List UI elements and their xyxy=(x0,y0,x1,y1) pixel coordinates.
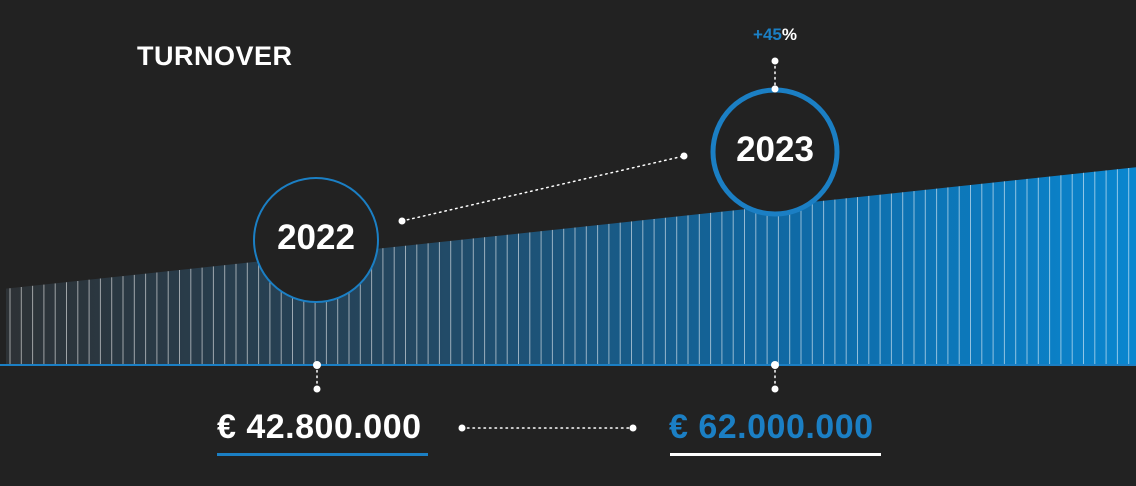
value-underline-2023 xyxy=(670,453,881,456)
marker-dot-2023-top xyxy=(771,361,779,369)
year-circle-2022 xyxy=(253,177,379,303)
marker-dot-2022-top xyxy=(313,361,321,369)
year-label-2022: 2022 xyxy=(277,218,355,257)
amount-dot-right xyxy=(629,424,637,432)
value-label-2022: € 42.800.000 xyxy=(217,408,422,446)
growth-unit: % xyxy=(781,25,797,44)
percent-dot-top xyxy=(771,57,779,65)
chart-title: TURNOVER xyxy=(137,41,293,71)
growth-connector xyxy=(401,155,685,222)
turnover-area xyxy=(6,167,1136,365)
year-label-2023: 2023 xyxy=(736,130,814,169)
percent-dot-edge xyxy=(771,85,779,93)
amount-dot-left xyxy=(458,424,466,432)
marker-dot-2022-bottom xyxy=(313,385,321,393)
value-label-2023: € 62.000.000 xyxy=(669,408,874,446)
growth-percentage: +45% xyxy=(732,25,818,45)
marker-dot-2023-bottom xyxy=(771,385,779,393)
connector-dot-2022 xyxy=(398,217,406,225)
growth-value: +45 xyxy=(753,25,782,44)
value-underline-2022 xyxy=(217,453,428,456)
connector-dot-2023 xyxy=(680,152,688,160)
